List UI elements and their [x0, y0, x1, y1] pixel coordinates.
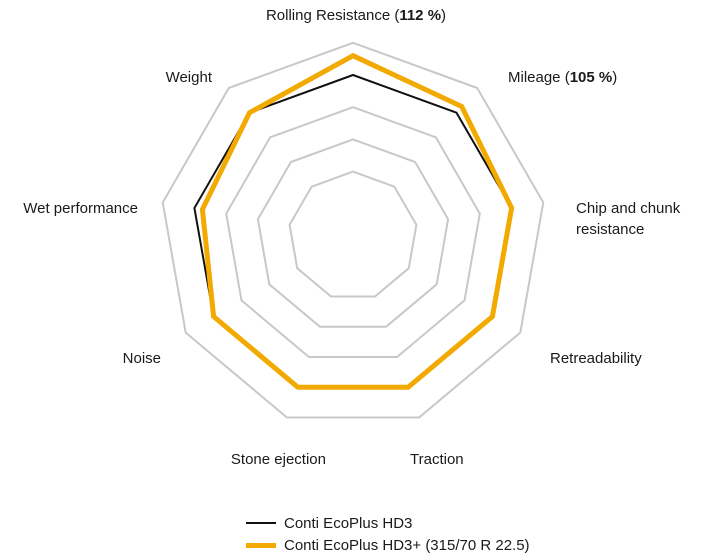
axis-label-1: Rolling Resistance (112 %) [266, 7, 446, 24]
legend: Conti EcoPlus HD3 Conti EcoPlus HD3+ (31… [246, 512, 530, 556]
legend-swatch-hd3 [246, 522, 276, 524]
legend-label-hd3plus: Conti EcoPlus HD3+ (315/70 R 22.5) [284, 536, 530, 554]
axis-label-2: Mileage (105 %) [508, 69, 617, 86]
series-group [193, 52, 515, 390]
axis-label-6: Stone ejection [231, 451, 326, 468]
axis-label-4: Retreadability [550, 350, 642, 367]
axis-label-3: Chip and chunk resistance [576, 200, 681, 238]
legend-item-hd3: Conti EcoPlus HD3 [246, 512, 530, 534]
legend-item-hd3plus: Conti EcoPlus HD3+ (315/70 R 22.5) [246, 534, 530, 556]
legend-swatch-hd3plus [246, 542, 276, 548]
grid-ring-3 [225, 106, 481, 358]
grid-ring-2 [256, 138, 450, 328]
axis-label-9: Weight [166, 69, 213, 86]
axis-label-7: Noise [123, 350, 161, 367]
grid-ring-4 [161, 41, 545, 419]
grid-ring-1 [288, 170, 418, 298]
axis-labels: Rolling Resistance (112 %) Mileage (105 %… [23, 7, 681, 468]
series-line-hd3plus [199, 52, 515, 390]
grid [161, 41, 545, 419]
legend-label-hd3: Conti EcoPlus HD3 [284, 514, 413, 532]
axis-label-8: Wet performance [23, 200, 138, 217]
radar-chart: Rolling Resistance (112 %) Mileage (105 %… [23, 7, 681, 468]
axis-label-5: Traction [410, 451, 464, 468]
